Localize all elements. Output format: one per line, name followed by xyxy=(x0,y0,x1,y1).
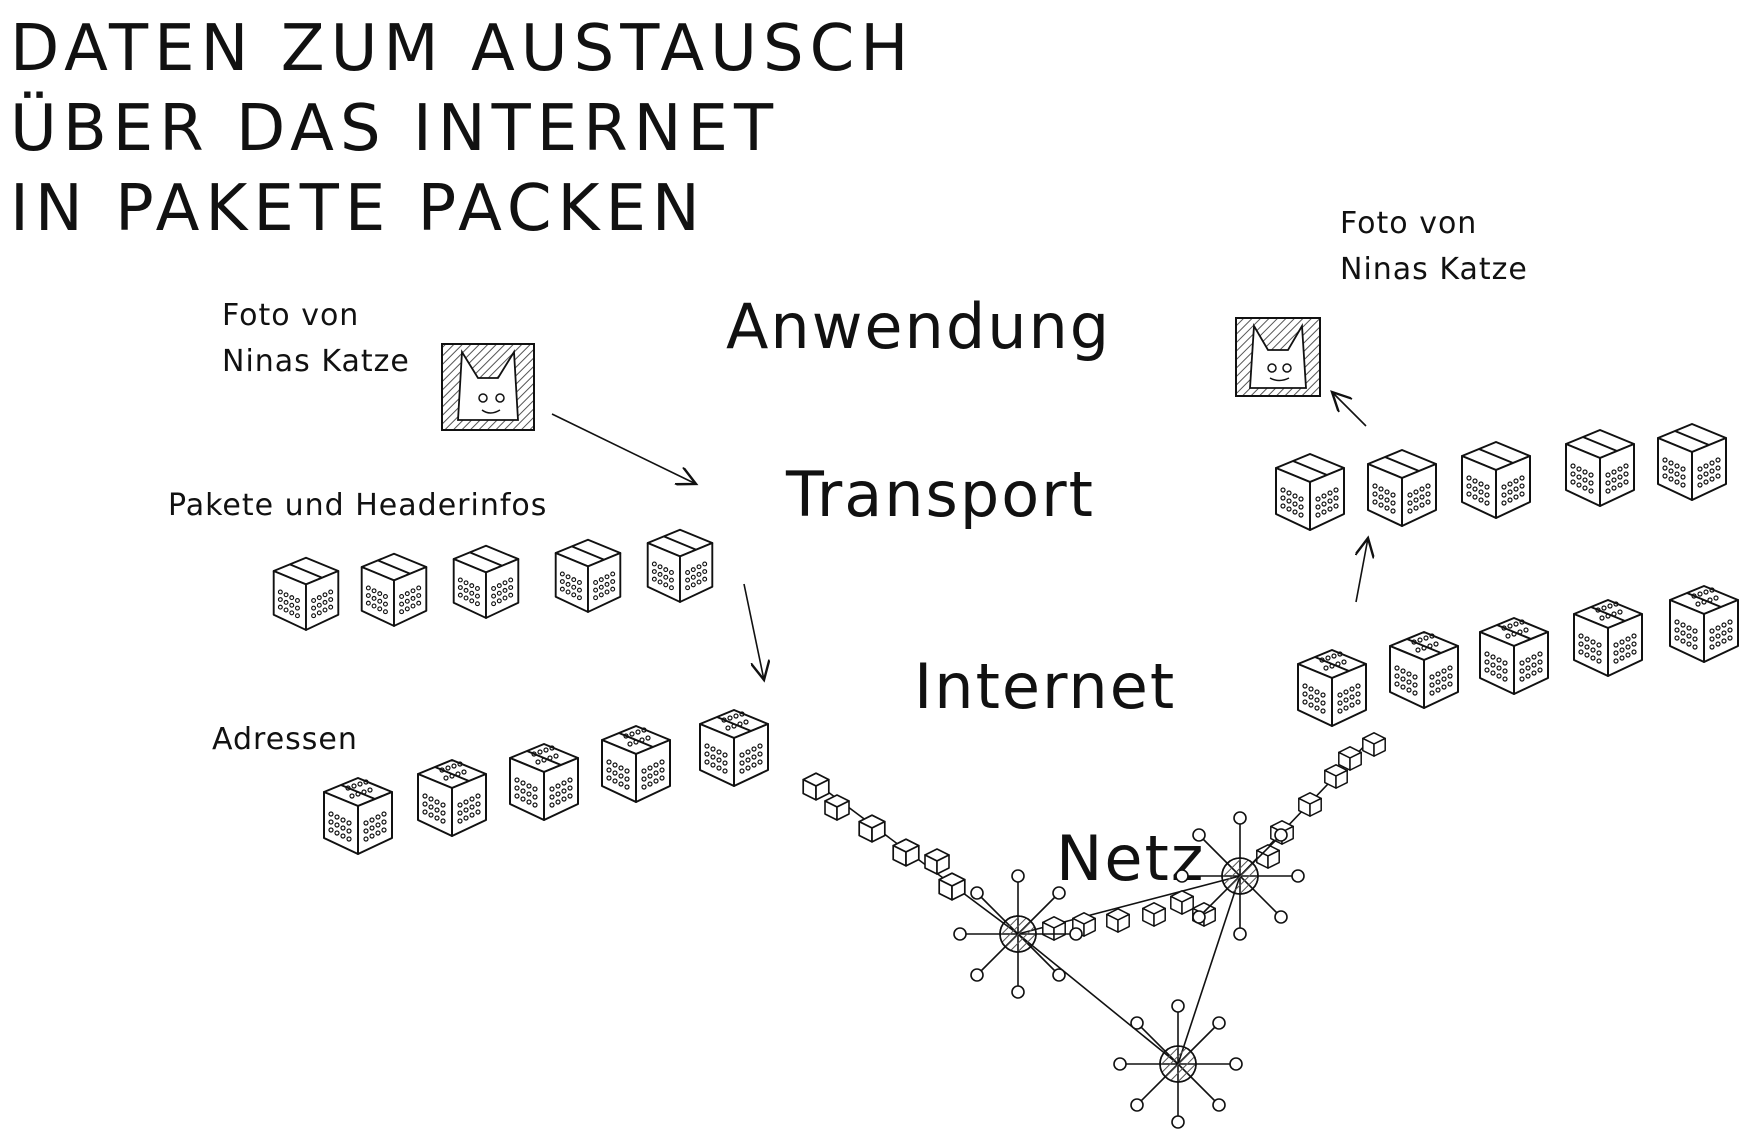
receiver-cat-photo-icon xyxy=(1235,317,1321,397)
layer-transport: Transport xyxy=(786,458,1095,531)
package-box-icon xyxy=(924,848,950,875)
package-box-icon xyxy=(802,772,830,801)
arrow-icon-photo-to-transport xyxy=(551,413,696,484)
package-box-icon xyxy=(452,544,520,619)
package-box-icon xyxy=(1565,429,1635,507)
network-cube-stream xyxy=(802,732,1386,941)
layer-network: Netz xyxy=(1056,822,1206,895)
package-box-icon xyxy=(1170,890,1194,915)
package-box-icon xyxy=(360,552,428,627)
network-links xyxy=(811,739,1371,1065)
package-box-icon xyxy=(1670,586,1738,662)
package-box-icon xyxy=(700,710,768,786)
network-node-icon xyxy=(953,869,1083,999)
package-box-icon xyxy=(602,726,670,802)
receiver-photo-label-2: Ninas Katze xyxy=(1340,252,1528,287)
addresses-label: Adressen xyxy=(212,722,358,757)
package-box-icon xyxy=(1298,650,1366,726)
layer-application: Anwendung xyxy=(726,290,1112,363)
package-box-icon xyxy=(554,538,622,613)
title-line-2: ÜBER DAS INTERNET xyxy=(10,92,780,166)
package-box-icon xyxy=(324,778,392,854)
package-box-icon xyxy=(1461,441,1531,519)
network-nodes xyxy=(953,811,1305,1129)
network-node-icon xyxy=(1113,999,1243,1129)
package-box-icon xyxy=(892,838,920,867)
package-box-icon xyxy=(824,794,850,821)
package-box-icon xyxy=(1338,746,1362,771)
arrow-icon-internet-to-transport xyxy=(1356,538,1368,603)
package-box-icon xyxy=(1362,732,1386,757)
package-box-icon xyxy=(1324,764,1348,789)
receiver-transport-packets xyxy=(1275,423,1727,531)
package-box-icon xyxy=(938,872,966,901)
package-box-icon xyxy=(1142,902,1166,927)
receiver-address-packets xyxy=(1298,586,1738,726)
packets-label: Pakete und Headerinfos xyxy=(168,488,548,523)
package-box-icon xyxy=(1275,453,1345,531)
sender-photo-label-1: Foto von xyxy=(222,298,360,333)
package-box-icon xyxy=(1298,792,1322,817)
package-box-icon xyxy=(646,528,714,603)
title-line-3: IN PAKETE PACKEN xyxy=(10,172,706,246)
layer-internet: Internet xyxy=(914,650,1177,723)
package-box-icon xyxy=(272,556,340,631)
sender-address-packets xyxy=(324,710,768,854)
package-box-icon xyxy=(1480,618,1548,694)
receiver-photo-label-1: Foto von xyxy=(1340,206,1478,241)
sender-cat-photo-icon xyxy=(441,343,535,431)
title-line-1: DATEN ZUM AUSTAUSCH xyxy=(10,12,915,86)
package-box-icon xyxy=(858,814,886,843)
package-box-icon xyxy=(418,760,486,836)
network-node-icon xyxy=(1175,811,1305,941)
package-box-icon xyxy=(1367,449,1437,527)
flow-arrows xyxy=(551,392,1368,680)
package-box-icon xyxy=(1042,916,1066,941)
package-box-icon xyxy=(1390,632,1458,708)
package-box-icon xyxy=(1574,600,1642,676)
arrow-icon-transport-to-internet xyxy=(743,583,764,680)
package-box-icon xyxy=(1106,908,1130,933)
sender-photo-label-2: Ninas Katze xyxy=(222,344,410,379)
package-box-icon xyxy=(1657,423,1727,501)
package-box-icon xyxy=(510,744,578,820)
sender-transport-packets xyxy=(272,528,714,631)
arrow-icon-transport-to-photo xyxy=(1332,392,1367,427)
